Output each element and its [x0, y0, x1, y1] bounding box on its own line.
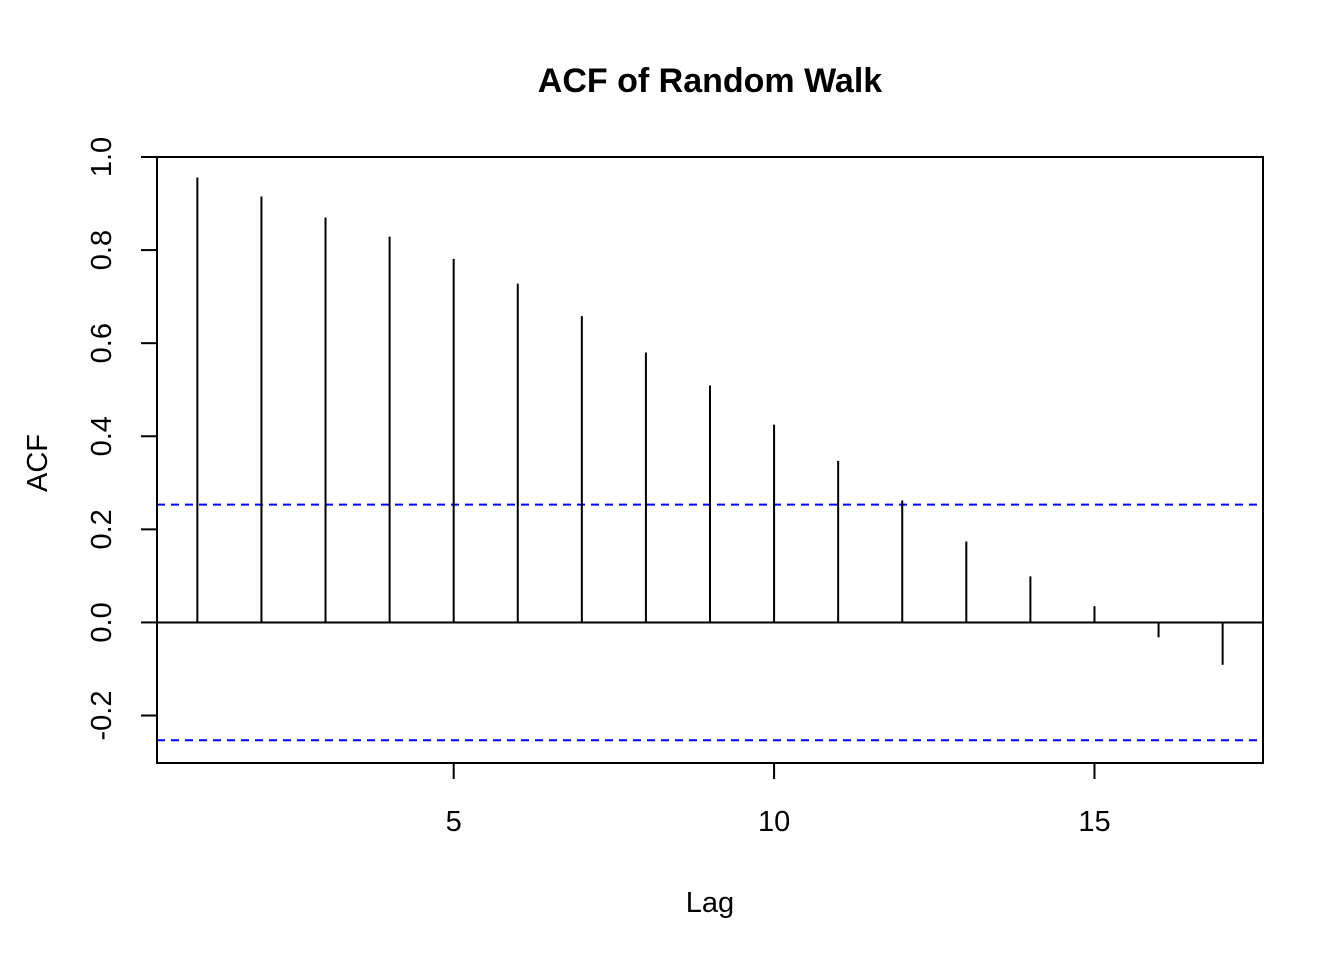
x-tick-label: 10 [758, 806, 790, 838]
y-tick-label: 0.6 [86, 323, 118, 363]
y-tick-label: 0.4 [86, 416, 118, 456]
y-axis-label: ACF [22, 434, 54, 492]
y-tick-label: -0.2 [86, 691, 118, 741]
x-axis-label: Lag [686, 887, 734, 919]
y-tick-label: 0.2 [86, 509, 118, 549]
x-tick-label: 5 [446, 806, 462, 838]
chart-title: ACF of Random Walk [538, 62, 882, 100]
y-tick-label: 0.0 [86, 602, 118, 642]
x-tick-label: 15 [1078, 806, 1110, 838]
plot-area: 5 10 15 -0.2 0.0 0.2 0.4 0.6 0.8 1.0 [86, 137, 1263, 838]
y-tick-label: 0.8 [86, 230, 118, 270]
plot-frame [156, 156, 1264, 764]
y-tick-label: 1.0 [86, 137, 118, 177]
